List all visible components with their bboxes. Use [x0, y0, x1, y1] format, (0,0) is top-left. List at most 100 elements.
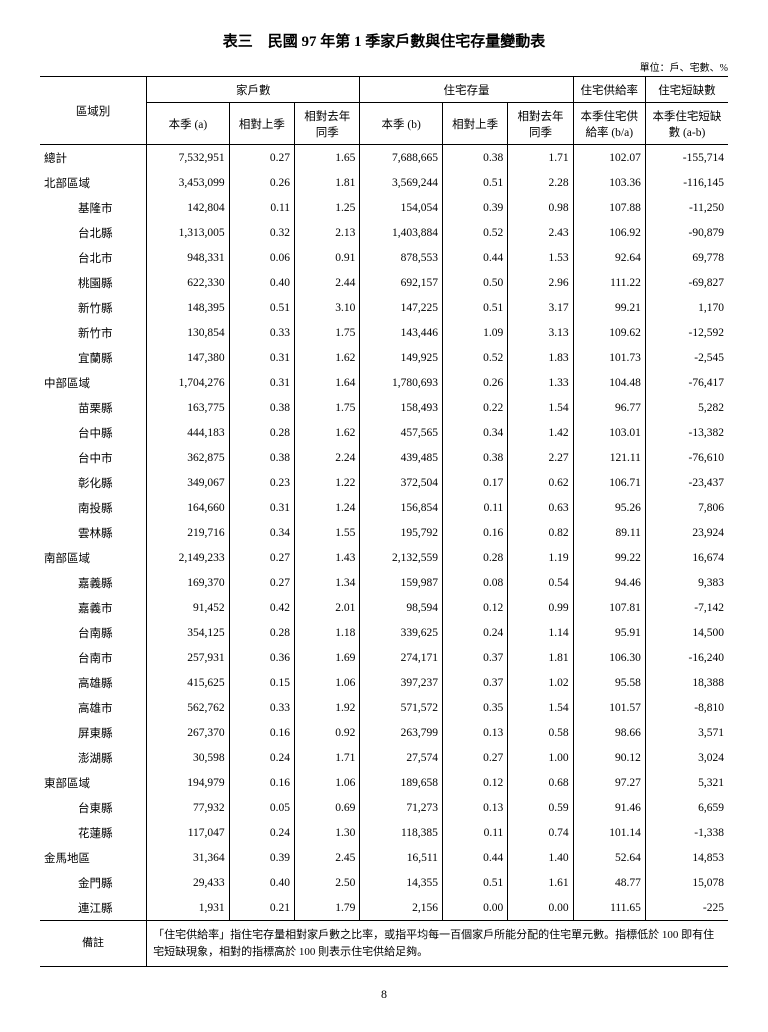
value-cell: 1.18	[295, 620, 360, 645]
value-cell: 96.77	[573, 395, 645, 420]
region-cell: 南部區域	[40, 545, 147, 570]
value-cell: 267,370	[147, 720, 230, 745]
value-cell: 7,532,951	[147, 145, 230, 171]
value-cell: 149,925	[360, 345, 443, 370]
header-vs-prev-q2: 相對上季	[442, 103, 507, 145]
value-cell: 18,388	[645, 670, 728, 695]
value-cell: 0.91	[295, 245, 360, 270]
value-cell: 2.13	[295, 220, 360, 245]
value-cell: 0.05	[229, 795, 294, 820]
value-cell: 106.71	[573, 470, 645, 495]
region-cell: 高雄縣	[40, 670, 147, 695]
value-cell: 0.58	[508, 720, 573, 745]
table-row: 嘉義縣169,3700.271.34159,9870.080.5494.469,…	[40, 570, 728, 595]
value-cell: 0.92	[295, 720, 360, 745]
region-cell: 東部區域	[40, 770, 147, 795]
value-cell: 0.38	[442, 445, 507, 470]
value-cell: 1.54	[508, 695, 573, 720]
region-cell: 高雄市	[40, 695, 147, 720]
value-cell: 189,658	[360, 770, 443, 795]
table-row: 苗栗縣163,7750.381.75158,4930.221.5496.775,…	[40, 395, 728, 420]
region-cell: 新竹縣	[40, 295, 147, 320]
region-cell: 台北市	[40, 245, 147, 270]
value-cell: 1.71	[295, 745, 360, 770]
value-cell: 1.64	[295, 370, 360, 395]
value-cell: 95.91	[573, 620, 645, 645]
value-cell: 104.48	[573, 370, 645, 395]
region-cell: 中部區域	[40, 370, 147, 395]
value-cell: 2.45	[295, 845, 360, 870]
value-cell: 0.24	[229, 745, 294, 770]
value-cell: 354,125	[147, 620, 230, 645]
header-shortage-sub: 本季住宅短缺數 (a-b)	[645, 103, 728, 145]
value-cell: 143,446	[360, 320, 443, 345]
value-cell: 31,364	[147, 845, 230, 870]
value-cell: 98,594	[360, 595, 443, 620]
value-cell: -23,437	[645, 470, 728, 495]
value-cell: 2.28	[508, 170, 573, 195]
value-cell: 1,403,884	[360, 220, 443, 245]
value-cell: 339,625	[360, 620, 443, 645]
value-cell: 1.53	[508, 245, 573, 270]
value-cell: 1.09	[442, 320, 507, 345]
value-cell: 89.11	[573, 520, 645, 545]
value-cell: 111.65	[573, 895, 645, 921]
value-cell: 415,625	[147, 670, 230, 695]
table-row: 新竹市130,8540.331.75143,4461.093.13109.62-…	[40, 320, 728, 345]
value-cell: 1.30	[295, 820, 360, 845]
value-cell: 1.54	[508, 395, 573, 420]
value-cell: 1.25	[295, 195, 360, 220]
value-cell: 0.37	[442, 670, 507, 695]
value-cell: 14,355	[360, 870, 443, 895]
value-cell: 2.01	[295, 595, 360, 620]
region-cell: 嘉義市	[40, 595, 147, 620]
table-title: 表三 民國 97 年第 1 季家戶數與住宅存量變動表	[40, 30, 728, 51]
value-cell: 130,854	[147, 320, 230, 345]
value-cell: 1.83	[508, 345, 573, 370]
value-cell: -1,338	[645, 820, 728, 845]
region-cell: 苗栗縣	[40, 395, 147, 420]
value-cell: 1.19	[508, 545, 573, 570]
value-cell: 0.27	[442, 745, 507, 770]
value-cell: 1.02	[508, 670, 573, 695]
region-cell: 嘉義縣	[40, 570, 147, 595]
note-label: 備註	[40, 921, 147, 967]
value-cell: 0.33	[229, 695, 294, 720]
value-cell: 0.40	[229, 270, 294, 295]
value-cell: 0.44	[442, 245, 507, 270]
table-row: 金馬地區31,3640.392.4516,5110.441.4052.6414,…	[40, 845, 728, 870]
value-cell: 0.36	[229, 645, 294, 670]
value-cell: 1,313,005	[147, 220, 230, 245]
value-cell: 29,433	[147, 870, 230, 895]
value-cell: -7,142	[645, 595, 728, 620]
value-cell: 0.52	[442, 220, 507, 245]
value-cell: 2,132,559	[360, 545, 443, 570]
table-row: 東部區域194,9790.161.06189,6580.120.6897.275…	[40, 770, 728, 795]
value-cell: 349,067	[147, 470, 230, 495]
value-cell: 1.71	[508, 145, 573, 171]
value-cell: 2.24	[295, 445, 360, 470]
region-cell: 雲林縣	[40, 520, 147, 545]
value-cell: 0.38	[229, 445, 294, 470]
value-cell: 92.64	[573, 245, 645, 270]
region-cell: 屏東縣	[40, 720, 147, 745]
table-row: 屏東縣267,3700.160.92263,7990.130.5898.663,…	[40, 720, 728, 745]
table-row: 高雄縣415,6250.151.06397,2370.371.0295.5818…	[40, 670, 728, 695]
region-cell: 基隆市	[40, 195, 147, 220]
value-cell: 30,598	[147, 745, 230, 770]
value-cell: 0.33	[229, 320, 294, 345]
value-cell: 91,452	[147, 595, 230, 620]
value-cell: 0.59	[508, 795, 573, 820]
value-cell: 1.33	[508, 370, 573, 395]
value-cell: 0.40	[229, 870, 294, 895]
table-row: 連江縣1,9310.211.792,1560.000.00111.65-225	[40, 895, 728, 921]
value-cell: 1.43	[295, 545, 360, 570]
region-cell: 花蓮縣	[40, 820, 147, 845]
value-cell: 622,330	[147, 270, 230, 295]
table-row: 新竹縣148,3950.513.10147,2250.513.1799.211,…	[40, 295, 728, 320]
value-cell: 147,380	[147, 345, 230, 370]
value-cell: 948,331	[147, 245, 230, 270]
value-cell: 0.27	[229, 570, 294, 595]
value-cell: 117,047	[147, 820, 230, 845]
region-cell: 總計	[40, 145, 147, 171]
